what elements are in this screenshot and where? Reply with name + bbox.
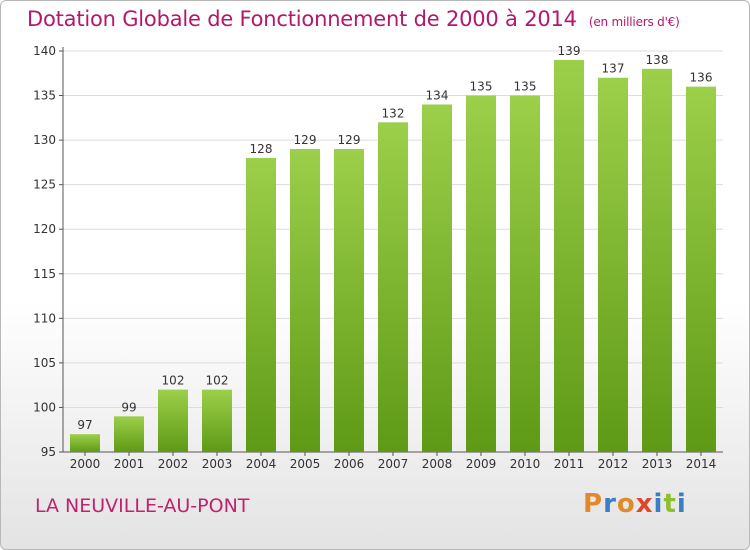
bar-2012 [598, 77, 628, 452]
chart-title-text: Dotation Globale de Fonctionnement de 20… [27, 7, 577, 31]
bar-2001 [114, 416, 144, 452]
y-tick-label: 100 [33, 400, 56, 414]
y-tick-label: 95 [41, 445, 56, 459]
bar-2000 [70, 434, 100, 452]
x-tick-label-2010: 2010 [510, 457, 541, 471]
x-tick-label-2007: 2007 [378, 457, 409, 471]
bar-2011 [554, 59, 584, 453]
bar-2007 [378, 122, 408, 453]
x-tick-label-2013: 2013 [642, 457, 673, 471]
x-tick-label-2004: 2004 [246, 457, 277, 471]
chart-subtitle: (en milliers d'€) [588, 15, 680, 29]
logo-letter: i [676, 489, 687, 519]
y-tick-label: 130 [33, 133, 56, 147]
x-tick-label-2011: 2011 [554, 457, 585, 471]
y-tick-label: 120 [33, 222, 56, 236]
y-tick-label: 105 [33, 356, 56, 370]
bar-2002 [158, 389, 188, 452]
value-label-2009: 135 [470, 80, 493, 94]
value-label-2007: 132 [382, 106, 405, 120]
value-label-2006: 129 [338, 133, 361, 147]
x-tick-label-2005: 2005 [290, 457, 321, 471]
bar-2013 [642, 68, 672, 453]
x-tick-label-2006: 2006 [334, 457, 365, 471]
logo-letter: x [635, 489, 654, 519]
value-label-2014: 136 [690, 71, 713, 85]
bar-2014 [686, 86, 716, 453]
value-label-2004: 128 [250, 142, 273, 156]
value-label-2013: 138 [646, 53, 669, 67]
logo-letter: P [583, 489, 604, 519]
x-tick-label-2001: 2001 [114, 457, 145, 471]
logo-letter: t [663, 489, 677, 519]
y-tick-label: 140 [33, 44, 56, 58]
x-tick-label-2009: 2009 [466, 457, 497, 471]
y-tick-label: 115 [33, 267, 56, 281]
axes: 95 100 105 110 115 120 125 130 135 140 2000 2001 200… [33, 44, 723, 471]
value-label-2002: 102 [162, 374, 185, 388]
value-label-2008: 134 [426, 88, 449, 102]
bar-2006 [334, 149, 364, 452]
bars [70, 59, 716, 453]
logo-letter: o [616, 489, 636, 519]
bar-2005 [290, 149, 320, 452]
logo-letter: r [603, 489, 617, 519]
x-tick-label-2008: 2008 [422, 457, 453, 471]
logo-letter: i [653, 489, 664, 519]
y-tick-label: 110 [33, 311, 56, 325]
bar-2010 [510, 95, 540, 453]
x-tick-label-2014: 2014 [686, 457, 717, 471]
bar-2003 [202, 389, 232, 452]
proxiti-logo: Proxiti [583, 489, 687, 519]
chart-title: Dotation Globale de Fonctionnement de 20… [27, 7, 680, 31]
value-label-2005: 129 [294, 133, 317, 147]
value-label-2000: 97 [77, 418, 92, 432]
x-tick-label-2000: 2000 [70, 457, 101, 471]
x-tick-label-2012: 2012 [598, 457, 629, 471]
bar-2008 [422, 104, 452, 452]
bar-2009 [466, 95, 496, 453]
y-tick-label: 135 [33, 89, 56, 103]
value-label-2010: 135 [514, 80, 537, 94]
value-label-2011: 139 [558, 44, 581, 58]
labels: 97 99 102 102 128 129 129 132 134 135 135 139 137 138… [77, 44, 712, 432]
x-tick-label-2002: 2002 [158, 457, 189, 471]
x-tick-label-2003: 2003 [202, 457, 233, 471]
town-name: LA NEUVILLE-AU-PONT [35, 495, 250, 517]
y-tick-label: 125 [33, 178, 56, 192]
bar-2004 [246, 157, 276, 452]
value-label-2012: 137 [602, 62, 625, 76]
value-label-2001: 99 [121, 400, 136, 414]
value-label-2003: 102 [206, 374, 229, 388]
